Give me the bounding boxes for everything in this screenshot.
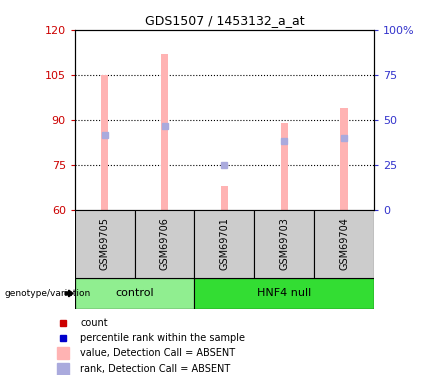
Bar (254, 210, 314, 278)
Text: percentile rank within the sample: percentile rank within the sample (80, 333, 245, 343)
Bar (221, 186, 228, 210)
Bar (75, 278, 194, 309)
Text: GSM69704: GSM69704 (339, 217, 349, 270)
Title: GDS1507 / 1453132_a_at: GDS1507 / 1453132_a_at (145, 15, 304, 27)
Text: GSM69705: GSM69705 (100, 217, 110, 270)
Bar (194, 210, 254, 278)
Text: HNF4 null: HNF4 null (257, 288, 312, 298)
Text: count: count (80, 318, 108, 328)
Bar (194, 278, 374, 309)
Text: control: control (115, 288, 154, 298)
Text: rank, Detection Call = ABSENT: rank, Detection Call = ABSENT (80, 364, 231, 374)
Bar (161, 54, 168, 210)
Text: GSM69703: GSM69703 (279, 217, 289, 270)
Bar (281, 123, 288, 210)
Text: genotype/variation: genotype/variation (4, 289, 91, 298)
Text: value, Detection Call = ABSENT: value, Detection Call = ABSENT (80, 348, 235, 358)
FancyArrow shape (65, 290, 73, 297)
Bar (314, 210, 374, 278)
Text: GSM69706: GSM69706 (160, 217, 169, 270)
Bar (101, 75, 108, 210)
Bar (341, 108, 348, 210)
Text: GSM69701: GSM69701 (220, 217, 229, 270)
Bar (75, 210, 135, 278)
Bar (135, 210, 194, 278)
